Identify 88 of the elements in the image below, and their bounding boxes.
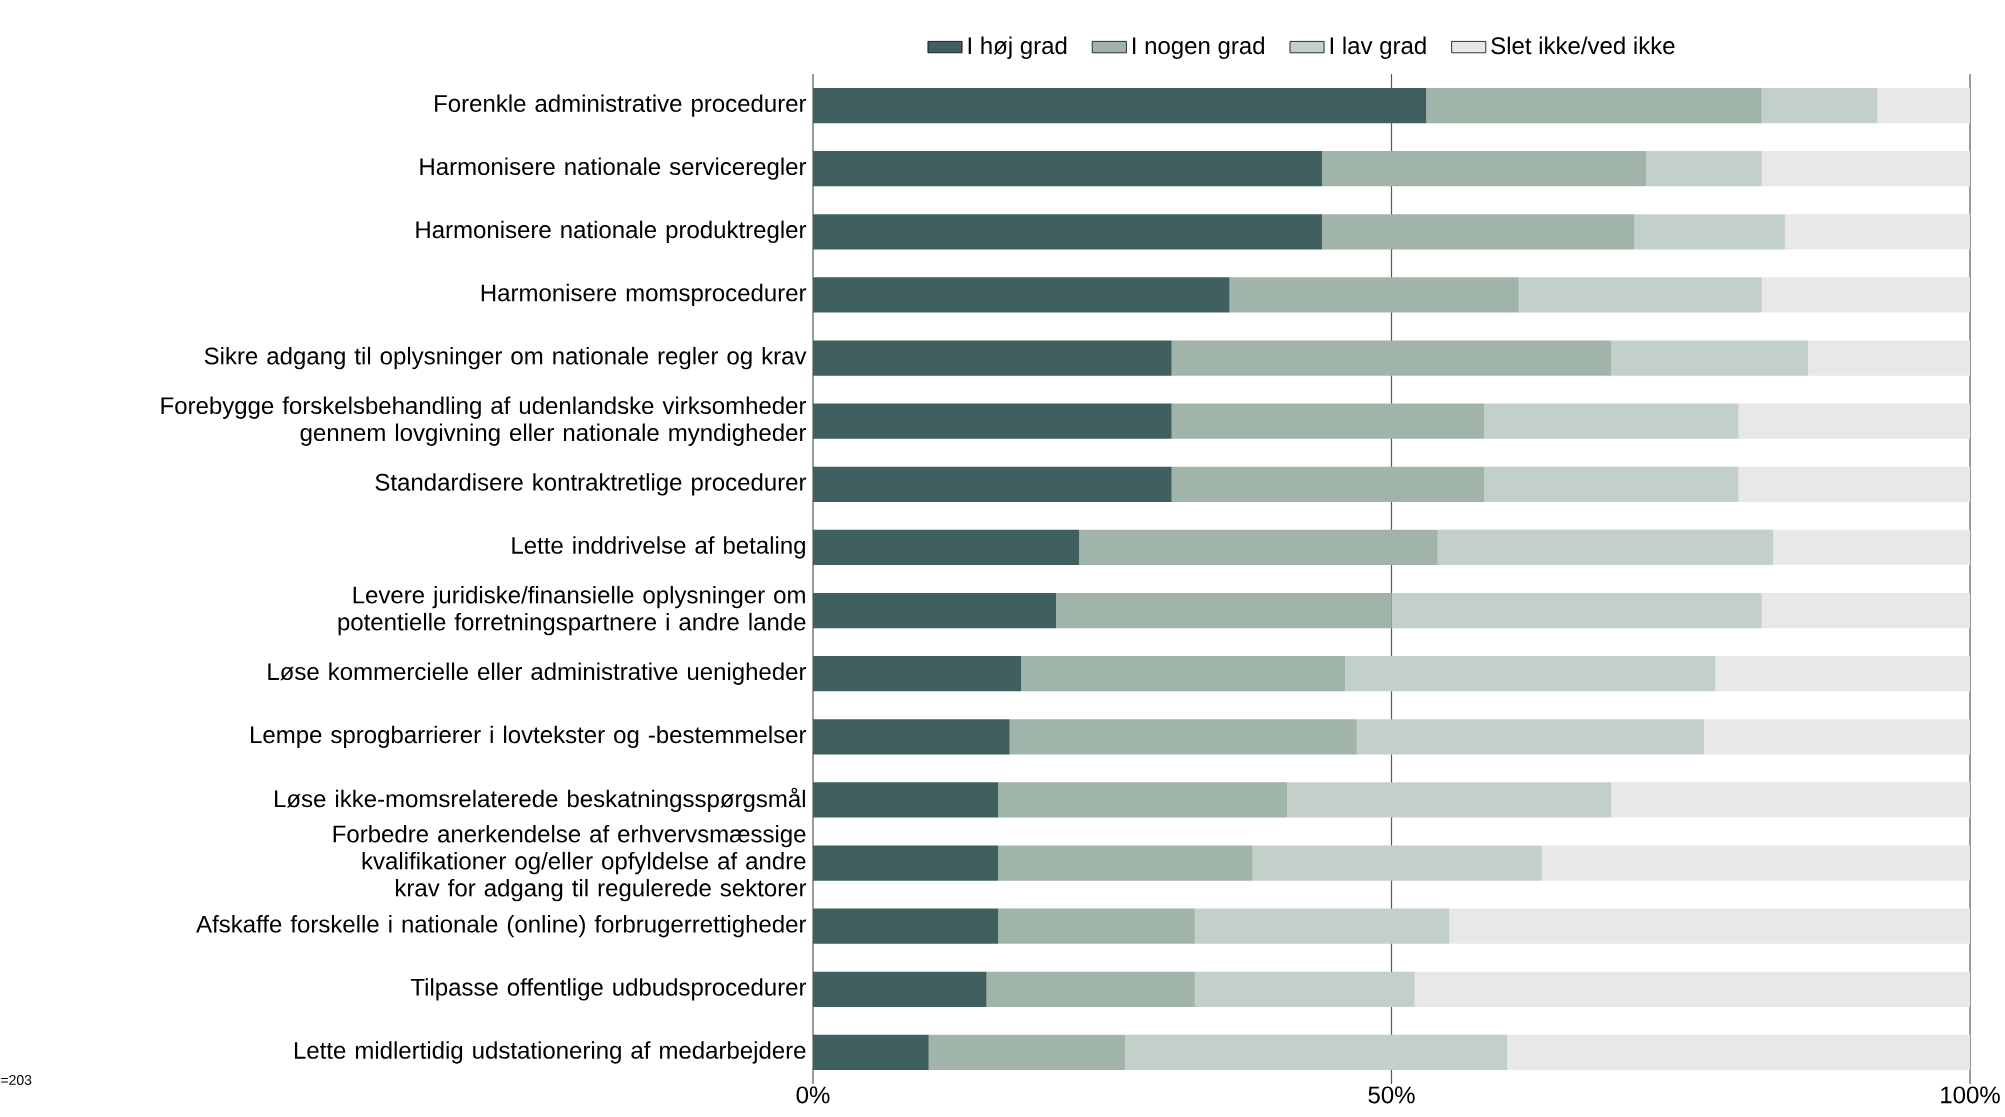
bar — [1356, 719, 1704, 755]
bar — [998, 782, 1288, 818]
bar — [1229, 277, 1519, 313]
bar — [813, 403, 1172, 439]
bar — [1484, 403, 1739, 439]
bar — [1761, 87, 1878, 124]
bar — [813, 782, 999, 818]
bar — [1715, 656, 1971, 692]
bar — [1194, 908, 1450, 944]
bar — [1414, 971, 1971, 1007]
bar — [1426, 87, 1762, 124]
y-tick-label: Harmonisere nationale serviceregler — [420, 157, 807, 180]
bar — [813, 656, 1022, 692]
y-tick-label: Lette midlertidig udstationering af medarbejdere — [294, 1041, 806, 1064]
bar — [1449, 908, 1971, 944]
x-tick-label: 0% — [796, 1086, 830, 1104]
bar — [1738, 403, 1971, 439]
bar — [1761, 277, 1971, 313]
bar — [1484, 466, 1739, 502]
bar — [813, 971, 987, 1007]
bar — [813, 277, 1230, 313]
bar — [1738, 466, 1971, 502]
y-tick-label: Forebygge forskelsbehandling af udenlandske virksomheder gennem lovgivning eller nationale myndigheder — [161, 396, 807, 446]
bar — [1773, 529, 1971, 566]
bar — [813, 214, 1323, 250]
bar — [1009, 719, 1357, 755]
bar — [1021, 656, 1346, 692]
legend-label: I nogen grad — [1133, 36, 1264, 59]
bar — [1125, 1034, 1508, 1071]
bar — [813, 1034, 929, 1071]
bar — [813, 845, 999, 881]
bar — [1055, 592, 1392, 629]
y-tick-label: Løse kommercielle eller administrative uenigheder — [268, 662, 807, 685]
bar — [1194, 971, 1415, 1007]
y-tick-label: Afskaffe forskelle i nationale (online) forbrugerrettigheder — [196, 915, 807, 938]
x-tick-label: 50% — [1368, 1086, 1415, 1104]
bar — [1808, 340, 1971, 376]
bar — [813, 592, 1056, 629]
bar — [1877, 87, 1971, 124]
bar — [1079, 529, 1438, 566]
bar — [1345, 656, 1716, 692]
bar — [1391, 592, 1762, 629]
bar — [1287, 782, 1612, 818]
bar — [998, 845, 1253, 881]
bar — [1171, 466, 1485, 502]
bar — [813, 719, 1010, 755]
y-tick-label: Tilpasse offentlige udbudsprocedurer — [410, 978, 807, 1001]
bar — [1322, 151, 1647, 187]
y-tick-label: Levere juridiske/finansielle oplysninger om potentielle forretningspartnere i andre lande — [338, 585, 806, 636]
bar — [1171, 340, 1612, 376]
y-tick-label: Harmonisere momsprocedurer — [481, 283, 807, 307]
bar — [928, 1034, 1126, 1071]
y-tick-label: Standardisere kontraktretlige procedurer — [375, 473, 807, 496]
x-tick-label: 100% — [1941, 1086, 2000, 1104]
bar — [1784, 214, 1971, 250]
bar — [813, 87, 1427, 124]
bar — [1171, 403, 1485, 439]
legend-label: I lav grad — [1330, 36, 1426, 59]
y-tick-label: Lempe sprogbarrierer i lovtekster og -bestemmelser — [251, 725, 807, 748]
bar — [998, 908, 1195, 944]
bar — [1507, 1034, 1971, 1071]
bar — [1322, 214, 1635, 250]
text: =203 — [1, 1075, 32, 1085]
bar — [813, 151, 1323, 187]
bar — [813, 340, 1172, 376]
bar — [1252, 845, 1542, 881]
bar — [1761, 592, 1971, 629]
y-tick-label: Harmonisere nationale produktregler — [416, 220, 807, 243]
bar — [1634, 214, 1785, 250]
y-tick-label: Sikre adgang til oplysninger om nationale regler og krav — [204, 346, 807, 370]
bar — [813, 529, 1080, 566]
legend-label: Slet ikke/ved ikke — [1491, 36, 1675, 55]
bar — [986, 971, 1195, 1007]
y-tick-label: Forenkle administrative procedurer — [435, 94, 807, 117]
bar — [1541, 845, 1971, 881]
bar — [1611, 340, 1809, 376]
bar — [1611, 782, 1971, 818]
bar — [1703, 719, 1971, 755]
y-tick-label: Løse ikke-momsrelaterede beskatningsspørgsmål — [275, 787, 805, 813]
bar — [1437, 529, 1774, 566]
y-tick-label: Lette inddrivelse af betaling — [512, 536, 805, 559]
bar — [1761, 151, 1971, 187]
bar — [1646, 151, 1762, 187]
bar — [1518, 277, 1762, 313]
legend-label: I høj grad — [968, 36, 1067, 59]
bar — [813, 908, 999, 944]
y-tick-label: Forbedre anerkendelse af erhvervsmæssige kvalifikationer og/eller opfyldelse af andre krav for adgang til regulerede sektorer — [333, 824, 807, 902]
bar — [813, 466, 1172, 502]
